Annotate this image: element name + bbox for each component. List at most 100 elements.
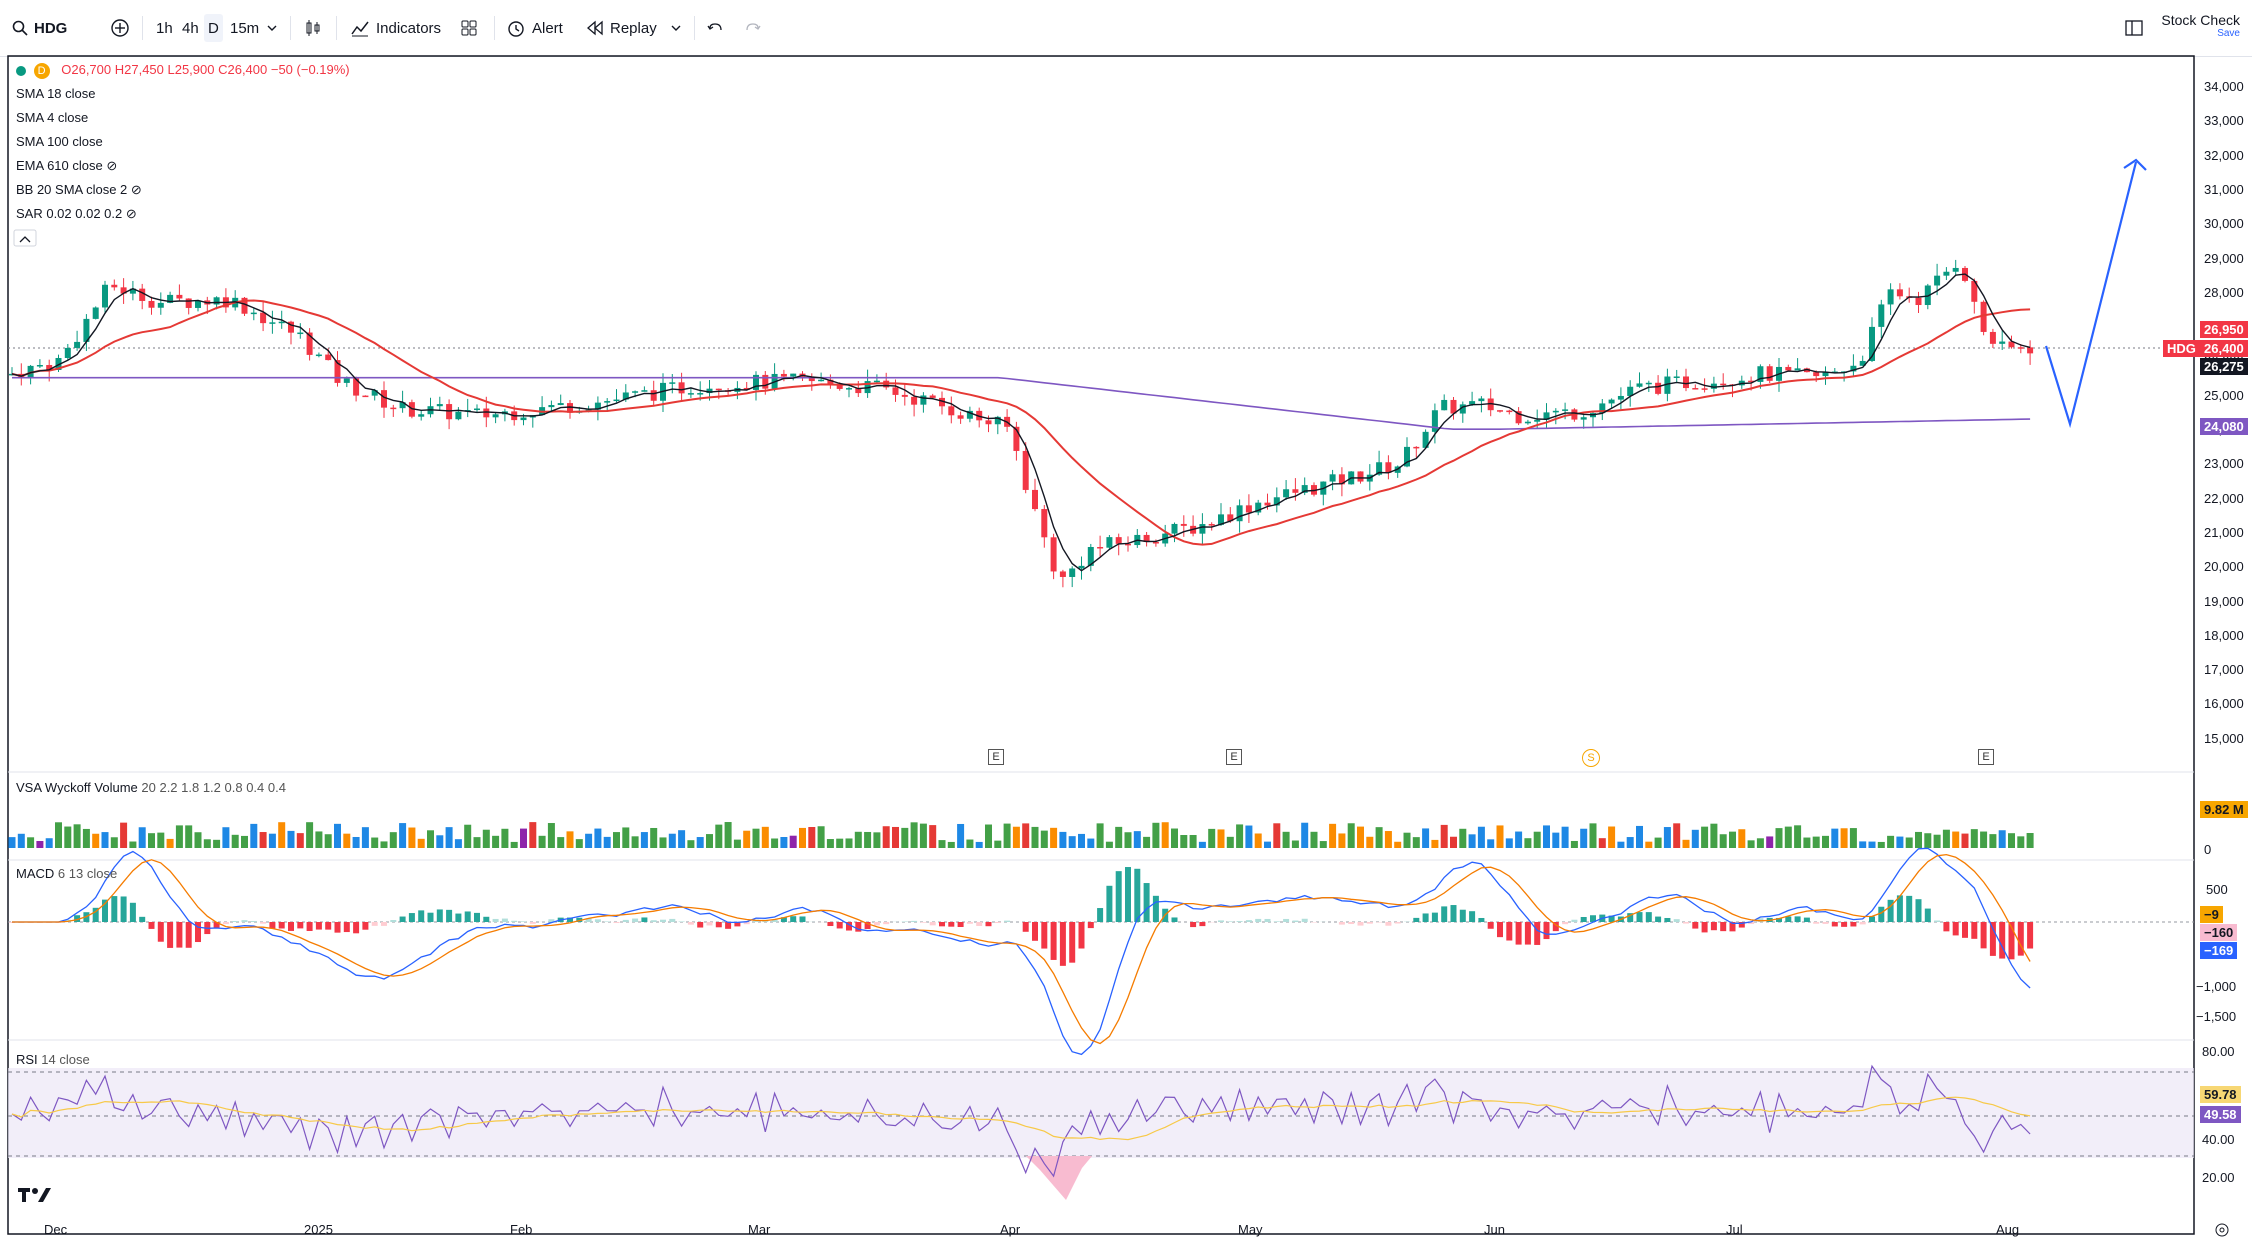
replay-button[interactable]: Replay [586,14,657,42]
volume-bar [1961,833,1969,848]
study-ema-610[interactable]: EMA 610 close ⊘ [16,158,117,174]
eye-hidden-icon[interactable]: ⊘ [130,182,142,197]
timeframe-4h[interactable]: 4h [182,19,199,37]
volume-bar [547,823,555,848]
macd-histogram-bar [1097,908,1104,922]
candle-body [1283,489,1290,498]
macd-histogram-bar [1264,918,1271,922]
volume-bar [910,822,918,848]
volume-bar [529,822,537,848]
macd-histogram-bar [1125,867,1131,922]
candle-body [1813,372,1820,377]
study-sar[interactable]: SAR 0.02 0.02 0.2 ⊘ [16,206,137,222]
split-mark[interactable]: S [1582,749,1600,767]
study-bb[interactable]: BB 20 SMA close 2 ⊘ [16,182,142,198]
macd-histogram-bar [1924,908,1931,922]
volume-bar [575,839,583,848]
redo-button[interactable] [744,14,762,42]
macd-histogram-bar [1980,922,1987,949]
candle-body [46,365,53,370]
volume-bar [1198,841,1206,848]
volume-bar [148,833,155,848]
earnings-mark[interactable]: E [988,749,1004,765]
eye-hidden-icon[interactable]: ⊘ [125,206,137,221]
candle-body [399,402,406,409]
chart-type-button[interactable] [304,14,322,42]
macd-histogram-bar [381,922,387,926]
volume-bar [1784,826,1792,848]
rsi-pane-label[interactable]: RSI 14 close [16,1052,90,1067]
volume-bar [613,832,620,848]
price-axis-label: 28,000 [2204,284,2244,300]
tradingview-logo[interactable] [18,1186,52,1210]
study-sma-4[interactable]: SMA 4 close [16,110,89,125]
volume-bar [1775,828,1783,848]
eye-hidden-icon[interactable]: ⊘ [106,158,118,173]
macd-histogram-bar [1683,922,1689,924]
timeframe-1h[interactable]: 1h [156,19,173,37]
macd-histogram-bar [1673,919,1680,922]
macd-histogram-bar [1106,885,1113,922]
macd-histogram-bar [994,922,1001,924]
volume-bar [8,837,16,848]
macd-histogram-bar [1831,922,1838,927]
candle-body [650,390,657,401]
candle-body [362,395,369,398]
x-axis-label: Apr [1000,1222,1021,1237]
price-axis-label: 17,000 [2204,662,2244,678]
rsi-study-params: 14 close [41,1052,90,1067]
volume-bar [259,832,267,848]
alert-button[interactable]: Alert [506,14,563,42]
volume-bar [371,837,379,848]
symbol-search[interactable]: HDG [12,14,67,42]
volume-bar [752,828,760,848]
macd-histogram-bar [399,916,406,922]
candle-body [297,332,304,335]
volume-bar [231,834,239,848]
price-axis-label: 33,000 [2204,113,2244,129]
study-sma-100[interactable]: SMA 100 close [16,134,103,149]
macd-histogram-bar [576,917,583,922]
timeframe-d[interactable]: D [204,14,223,42]
macd-histogram-bar [1627,913,1634,922]
volume-bar [250,823,258,848]
macd-histogram-bar [1497,922,1503,938]
indicators-button[interactable]: Indicators [350,14,441,42]
macd-histogram-bar [1431,912,1438,922]
macd-pane-label[interactable]: MACD 6 13 close [16,866,117,881]
volume-pane-label[interactable]: VSA Wyckoff Volume 20 2.2 1.8 1.2 0.8 0.… [16,780,286,795]
earnings-mark[interactable]: E [1978,749,1994,765]
candle-body [343,378,350,383]
macd-histogram-bar [102,899,108,922]
volume-bar [985,824,992,848]
candle-body [167,294,174,303]
replay-dropdown[interactable] [670,14,682,42]
volume-bar [1552,832,1560,848]
volume-bar [110,837,118,848]
timeframe-dropdown[interactable] [266,14,278,42]
compare-symbol-button[interactable] [110,14,130,42]
volume-bar [213,839,221,848]
layout-name[interactable]: Stock Check Save [2161,12,2240,39]
volume-bar [138,827,146,848]
layout-button[interactable] [2124,14,2144,42]
volume-bar [1738,829,1746,848]
macd-histogram-bar [1273,921,1280,922]
macd-histogram-bar [129,902,136,922]
macd-histogram-bar [334,922,341,933]
study-sma-18[interactable]: SMA 18 close [16,86,96,101]
candle-body [120,287,127,294]
templates-button[interactable] [460,14,478,42]
settings-icon[interactable] [2214,1222,2230,1243]
volume-bar [1812,836,1820,848]
volume-bar [241,835,248,848]
timeframe-15m[interactable]: 15m [230,19,260,37]
x-axis-label: Dec [44,1222,68,1237]
earnings-mark[interactable]: E [1226,749,1242,765]
candle-body [1515,411,1522,424]
undo-button[interactable] [706,14,724,42]
plus-circle-icon [111,19,129,37]
volume-bar [724,822,732,848]
candle-body [808,376,815,382]
